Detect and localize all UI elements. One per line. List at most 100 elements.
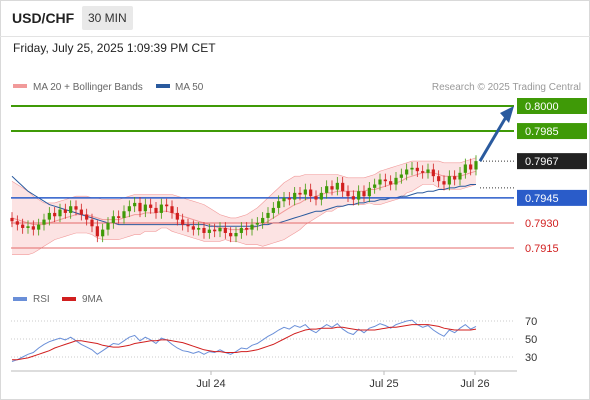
candle-body	[239, 227, 243, 233]
symbol-title: USD/CHF	[12, 10, 75, 26]
target-label-4: 0.7930	[525, 218, 559, 230]
candle-body	[330, 186, 334, 190]
candle-body	[442, 181, 446, 185]
watermark: Research © 2025 Trading Central	[432, 82, 581, 93]
candle-body	[271, 207, 275, 213]
timeframe-button[interactable]: 30 MIN	[82, 6, 133, 30]
candle-body	[293, 192, 297, 200]
x-tick-label: Jul 25	[369, 378, 398, 390]
candle-body	[133, 202, 137, 207]
resistance-label-0: 0.8000	[525, 101, 559, 113]
candle-body	[90, 219, 94, 227]
rsi-legend-swatch	[13, 297, 27, 301]
candle-body	[319, 192, 323, 200]
ma20-line	[11, 170, 477, 231]
candle-body	[213, 229, 217, 232]
candle-body	[463, 164, 467, 173]
candle-body	[58, 209, 62, 217]
resistance-label-bg-0	[517, 98, 587, 114]
candle-body	[383, 179, 387, 182]
candle-body	[335, 182, 339, 190]
resistance-label-1: 0.7985	[525, 126, 559, 138]
candle-body	[469, 164, 473, 170]
chart-header: USD/CHF 30 MIN	[0, 0, 590, 36]
candle-body	[309, 189, 313, 197]
candle-body	[26, 226, 30, 228]
candle-body	[31, 226, 35, 230]
bollinger-bands	[11, 157, 477, 255]
candle-body	[101, 229, 105, 237]
forecast-arrow-head	[500, 106, 514, 123]
candle-body	[421, 171, 425, 173]
candle-body	[218, 227, 222, 232]
candle-body	[149, 204, 153, 208]
candle-body	[53, 212, 57, 217]
rsi-ma-line	[12, 324, 477, 361]
candle-body	[186, 224, 190, 227]
candle-body	[138, 202, 142, 212]
candle-body	[165, 204, 169, 207]
candle-body	[415, 167, 419, 172]
candle-body	[405, 169, 409, 175]
candle-body	[207, 229, 211, 233]
rsi-panel: 70 50 30	[11, 316, 537, 364]
candlesticks	[10, 155, 478, 243]
candle-body	[245, 227, 249, 230]
candle-body	[175, 212, 179, 220]
candle-body	[277, 201, 281, 208]
candle-body	[250, 224, 254, 230]
candle-body	[314, 196, 318, 200]
candle-body	[447, 176, 451, 185]
rsi-ma-legend-label: 9MA	[82, 294, 103, 305]
candle-body	[69, 206, 73, 213]
rsi-line	[11, 319, 477, 362]
candle-body	[95, 226, 99, 237]
forecast-arrow-shaft	[478, 116, 508, 162]
ma50-line	[11, 175, 476, 227]
x-tick-label: Jul 24	[196, 378, 225, 390]
candle-body	[431, 169, 435, 177]
bollinger-legend-label: MA 20 + Bollinger Bands	[33, 82, 143, 93]
rsi-tick-label: 70	[525, 316, 537, 328]
current-price-label: 0.7967	[525, 156, 559, 168]
candle-body	[106, 222, 110, 230]
candle-body	[373, 184, 377, 188]
candle-body	[79, 209, 83, 215]
candle-body	[15, 221, 19, 225]
bollinger-lower	[12, 184, 477, 255]
candle-body	[287, 197, 291, 200]
resistance-label-bg-1	[517, 123, 587, 140]
candle-body	[111, 216, 115, 223]
current-price-label-bg	[517, 153, 587, 170]
timestamp: Friday, July 25, 2025 1:09:39 PM CET	[13, 41, 216, 55]
candle-body	[453, 176, 457, 180]
candle-body	[303, 189, 307, 195]
candle-body	[229, 232, 233, 237]
candle-body	[474, 161, 478, 170]
candle-body	[399, 174, 403, 178]
bollinger-upper	[11, 157, 477, 219]
rsi-tick-label: 30	[525, 352, 537, 364]
candle-body	[127, 206, 131, 212]
candle-body	[85, 214, 89, 220]
candle-body	[234, 232, 238, 237]
candle-body	[223, 227, 227, 233]
candle-body	[202, 227, 206, 233]
candle-body	[282, 197, 286, 202]
bollinger-legend-swatch	[13, 84, 27, 88]
candle-body	[122, 211, 126, 218]
candle-body	[298, 192, 302, 195]
header-divider	[0, 36, 590, 37]
candle-body	[410, 167, 414, 170]
candle-body	[21, 224, 25, 228]
candle-body	[346, 191, 350, 197]
candle-body	[357, 191, 361, 200]
price-levels	[11, 105, 514, 249]
candle-body	[191, 226, 195, 230]
candle-body	[74, 206, 78, 210]
candle-body	[143, 204, 147, 212]
forecast-arrow	[478, 106, 514, 162]
candle-body	[341, 182, 345, 192]
support-label-3: 0.7945	[525, 193, 559, 205]
